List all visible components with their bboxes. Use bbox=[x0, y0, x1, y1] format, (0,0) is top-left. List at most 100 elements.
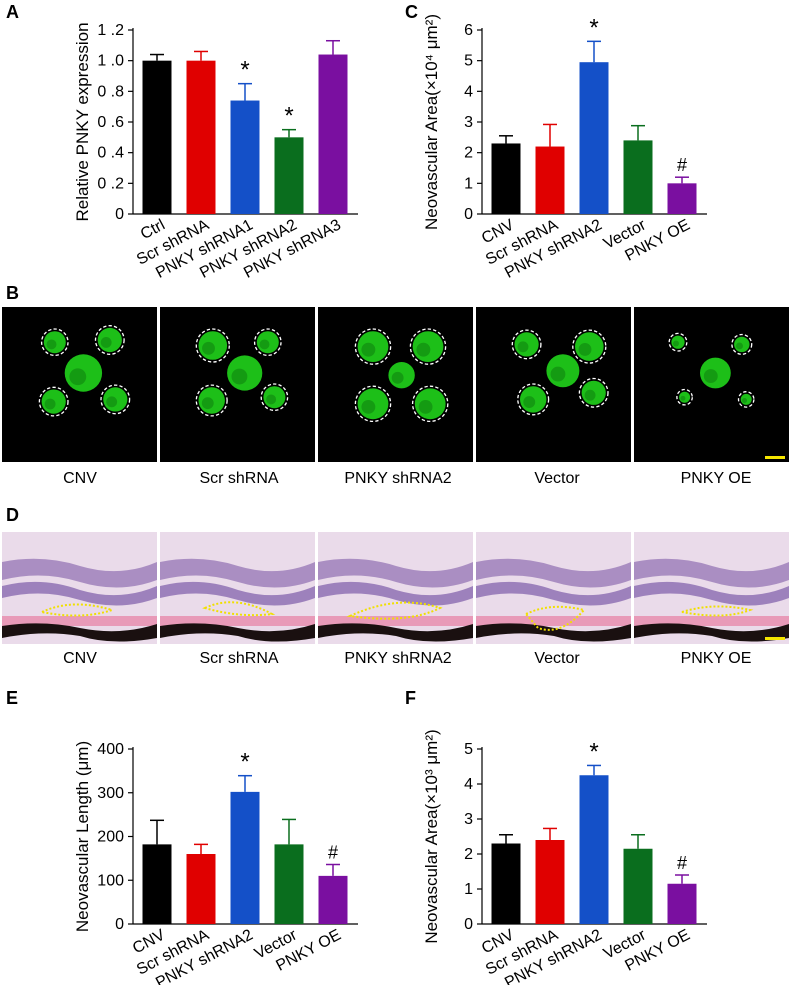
y-tick-label: 1 .2 bbox=[97, 22, 124, 39]
fluorescent-lesion bbox=[263, 386, 286, 409]
lesion-texture bbox=[517, 341, 529, 353]
y-tick-label: 1 bbox=[464, 175, 473, 192]
y-tick-label: 1 bbox=[464, 881, 473, 898]
y-tick-label: 5 bbox=[464, 53, 473, 70]
fluorescent-lesion bbox=[514, 332, 539, 357]
y-tick-label: 3 bbox=[464, 811, 473, 828]
significance-asterisk: * bbox=[284, 103, 293, 130]
fluorescent-lesion bbox=[581, 380, 606, 405]
lesion-outline bbox=[202, 601, 276, 617]
lesion-texture bbox=[416, 342, 431, 357]
dashed-outline bbox=[253, 328, 282, 357]
bar-pnky-oe bbox=[667, 183, 697, 214]
fluorescent-lesion bbox=[41, 389, 66, 414]
y-axis-label: Relative PNKY expression bbox=[73, 22, 92, 221]
lesion-texture bbox=[673, 340, 679, 347]
caption-d-pnky-shrna2: PNKY shRNA2 bbox=[344, 650, 452, 667]
dashed-outline bbox=[94, 325, 125, 355]
y-axis-label: Neovascular Area(×10³ μm²) bbox=[422, 729, 441, 943]
choroid-layer bbox=[634, 616, 789, 626]
y-axis-label: Neovascular Length (μm) bbox=[73, 741, 92, 932]
fluorescent-lesion bbox=[64, 354, 103, 392]
histology-image-pnky-shrna2 bbox=[318, 532, 473, 644]
bar-cnv bbox=[491, 843, 521, 924]
histology-image-pnky-oe bbox=[634, 532, 789, 644]
significance-hash: # bbox=[677, 155, 687, 175]
retina-layer-outer bbox=[160, 558, 315, 588]
y-tick-label: 0 bbox=[115, 206, 124, 223]
fluorescence-image-pnky-shrna2 bbox=[318, 307, 473, 462]
panel-label-e: E bbox=[6, 688, 19, 708]
dashed-outline bbox=[668, 332, 688, 352]
dashed-outline bbox=[195, 328, 230, 363]
lesion-outline bbox=[681, 605, 754, 617]
retina-layer-inner bbox=[160, 581, 315, 606]
lesion-texture bbox=[106, 396, 118, 408]
y-tick-label: 4 bbox=[464, 83, 473, 100]
y-tick-label: 0 .4 bbox=[97, 145, 124, 162]
fluorescence-image-cnv bbox=[2, 307, 157, 462]
lesion-texture bbox=[44, 398, 56, 410]
retina-layer-inner bbox=[476, 581, 631, 606]
lesion-texture bbox=[418, 399, 433, 414]
bar-pnky-shrna2 bbox=[230, 791, 260, 924]
dashed-outline bbox=[578, 377, 609, 408]
bar-ctrl bbox=[142, 60, 172, 214]
significance-hash: # bbox=[328, 843, 338, 863]
retina-layer-outer bbox=[634, 558, 789, 588]
fluorescent-lesion bbox=[412, 331, 444, 362]
caption-b-vector: Vector bbox=[534, 470, 580, 487]
dashed-outline bbox=[354, 328, 392, 365]
chart-a-relative-pnky-expression: 0 0 .2 0 .4 0 .6 0 .8 1 .0 1 .2 Relative PNKY e… bbox=[73, 22, 358, 282]
pigment-layer bbox=[318, 623, 473, 642]
lesion-outline bbox=[346, 601, 443, 620]
fluorescence-image-row bbox=[2, 307, 789, 462]
fluorescent-lesion bbox=[734, 336, 750, 353]
retina-layer-inner bbox=[2, 581, 157, 606]
bar-pnky-oe bbox=[318, 875, 348, 924]
fluorescent-lesion bbox=[388, 362, 415, 389]
histology-image-cnv bbox=[2, 532, 157, 644]
fluorescent-lesion bbox=[357, 331, 389, 362]
fluorescence-image-vector bbox=[476, 307, 631, 462]
dashed-outline bbox=[517, 383, 550, 416]
scale-bar bbox=[765, 637, 785, 640]
lesion-texture bbox=[231, 368, 248, 385]
bar-pnky-shrna3 bbox=[318, 54, 348, 215]
y-tick-label: 6 bbox=[464, 22, 473, 39]
caption-b-cnv: CNV bbox=[63, 470, 97, 487]
histology-image-scr-shrna bbox=[160, 532, 315, 644]
pigment-layer bbox=[634, 623, 789, 642]
fluorescent-lesion bbox=[198, 331, 228, 360]
lesion-texture bbox=[680, 395, 686, 401]
fluorescent-lesion bbox=[700, 357, 731, 389]
caption-b-scr-shrna: Scr shRNA bbox=[199, 470, 279, 487]
caption-d-scr-shrna: Scr shRNA bbox=[199, 650, 279, 667]
pigment-layer bbox=[2, 623, 157, 642]
image-background bbox=[476, 307, 631, 462]
bar-scr-shrna bbox=[186, 854, 216, 924]
caption-b-pnky-shrna2: PNKY shRNA2 bbox=[344, 470, 452, 487]
fluorescent-lesion bbox=[520, 386, 547, 413]
lesion-texture bbox=[69, 368, 87, 386]
lesion-texture bbox=[361, 342, 376, 357]
dashed-outline bbox=[572, 329, 607, 364]
bar-pnky-shrna2 bbox=[274, 137, 304, 214]
lesion-texture bbox=[742, 398, 748, 403]
y-tick-label: 0 bbox=[464, 916, 473, 933]
lesion-outline bbox=[524, 605, 586, 631]
y-tick-label: 4 bbox=[464, 776, 473, 793]
dashed-outline bbox=[40, 328, 69, 357]
panel-label-b: B bbox=[6, 283, 19, 303]
dashed-outline bbox=[731, 333, 753, 355]
y-tick-label: 400 bbox=[97, 741, 124, 758]
fluorescent-lesion bbox=[679, 391, 691, 403]
panel-label-a: A bbox=[6, 2, 19, 22]
fluorescent-lesion bbox=[671, 335, 685, 349]
fluorescent-lesion bbox=[575, 332, 604, 361]
dashed-outline bbox=[38, 386, 69, 417]
lesion-texture bbox=[703, 369, 718, 384]
lesion-texture bbox=[361, 399, 376, 414]
retina-layer-outer bbox=[2, 558, 157, 588]
